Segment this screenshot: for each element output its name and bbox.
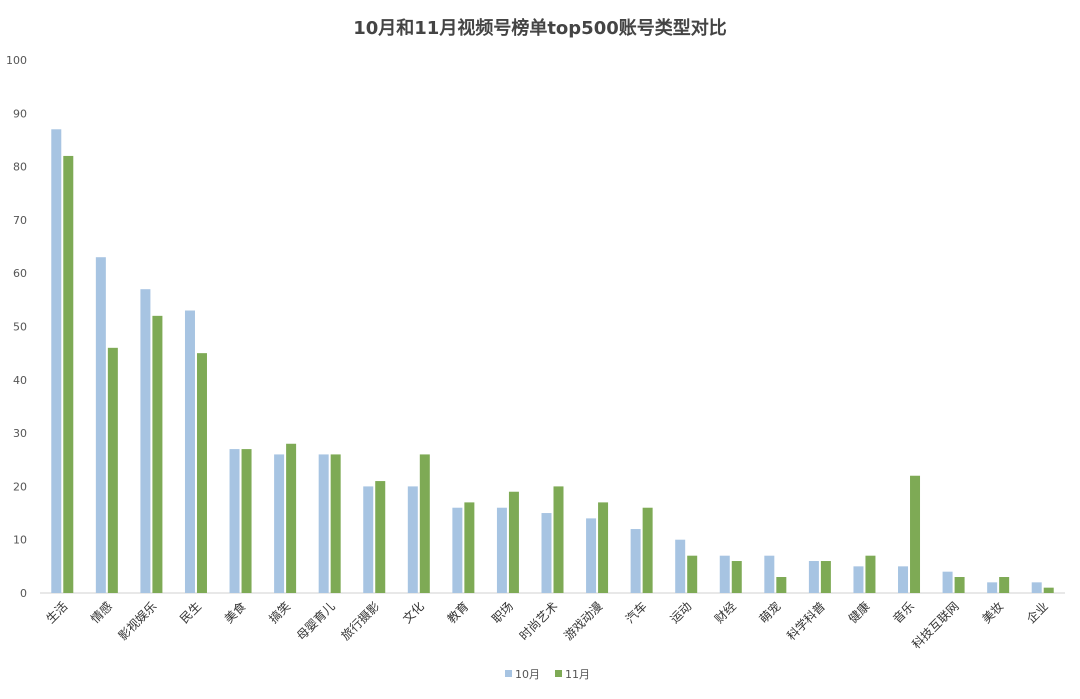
bar-nov-6 — [330, 454, 341, 593]
bar-oct-15 — [719, 555, 730, 593]
x-tick-label: 萌宠 — [756, 599, 784, 627]
bar-nov-8 — [419, 454, 430, 593]
x-tick-label: 音乐 — [890, 599, 918, 627]
legend-swatch-oct — [505, 670, 512, 677]
bar-nov-7 — [375, 481, 386, 593]
bar-oct-19 — [898, 566, 909, 593]
x-tick-label: 生活 — [44, 599, 71, 626]
bar-oct-9 — [452, 507, 463, 593]
bar-oct-11 — [541, 513, 552, 593]
bar-nov-1 — [107, 347, 118, 593]
y-tick-label: 80 — [13, 161, 27, 174]
y-axis-ticks: 0 10 20 30 40 50 60 70 80 90 100 — [6, 54, 27, 600]
y-tick-label: 0 — [20, 587, 27, 600]
legend: 10月 11月 — [505, 668, 590, 681]
bar-oct-12 — [586, 518, 597, 593]
x-axis-labels: 生活 情感 影视娱乐 民生 美食 搞笑 母婴育儿 旅行摄影 文化 教育 职场 时尚艺术 游戏动漫 汽车 运动… — [44, 599, 1051, 652]
bar-nov-13 — [642, 507, 653, 593]
bar-nov-21 — [999, 577, 1010, 593]
bar-oct-20 — [942, 571, 953, 593]
bar-nov-4 — [241, 449, 252, 593]
x-tick-label: 健康 — [845, 599, 873, 627]
x-tick-label: 搞笑 — [266, 599, 294, 627]
x-tick-label: 影视娱乐 — [115, 599, 160, 644]
x-tick-label: 企业 — [1023, 599, 1051, 627]
legend-swatch-nov — [555, 670, 562, 677]
x-tick-label: 时尚艺术 — [517, 599, 561, 643]
bar-nov-14 — [687, 555, 698, 593]
bar-nov-19 — [910, 475, 921, 593]
y-tick-label: 50 — [13, 321, 27, 334]
x-tick-label: 财经 — [712, 599, 739, 626]
bar-nov-17 — [820, 561, 831, 593]
chart-title: 10月和11月视频号榜单top500账号类型对比 — [353, 17, 727, 39]
bar-nov-22 — [1043, 587, 1054, 593]
bar-oct-14 — [675, 539, 686, 593]
bar-nov-15 — [731, 561, 742, 593]
x-tick-label: 科技互联网 — [909, 599, 961, 651]
bar-oct-8 — [407, 486, 418, 593]
bar-oct-16 — [764, 555, 775, 593]
x-tick-label: 旅行摄影 — [338, 599, 383, 644]
x-tick-label: 汽车 — [622, 599, 650, 627]
y-tick-label: 20 — [13, 480, 27, 493]
x-tick-label: 母婴育儿 — [293, 599, 338, 644]
y-tick-label: 90 — [13, 107, 27, 120]
bar-nov-18 — [865, 555, 876, 593]
bar-nov-16 — [776, 577, 787, 593]
bar-oct-7 — [363, 486, 374, 593]
legend-label-oct: 10月 — [515, 668, 540, 681]
bar-nov-2 — [152, 315, 163, 593]
bar-nov-9 — [464, 502, 475, 593]
bar-nov-5 — [286, 443, 297, 593]
x-tick-label: 科学科普 — [783, 599, 828, 644]
x-tick-label: 情感 — [87, 599, 115, 627]
x-tick-label: 民生 — [177, 599, 204, 626]
bar-nov-12 — [598, 502, 609, 593]
bars-group — [51, 129, 1054, 594]
x-tick-label: 游戏动漫 — [561, 599, 605, 643]
x-tick-label: 职场 — [489, 599, 516, 626]
bar-nov-3 — [196, 353, 207, 593]
y-tick-label: 70 — [13, 214, 27, 227]
bar-nov-20 — [954, 577, 965, 593]
x-tick-label: 教育 — [444, 599, 472, 627]
legend-label-nov: 11月 — [565, 668, 590, 681]
x-tick-label: 文化 — [399, 599, 427, 627]
bar-oct-6 — [318, 454, 329, 593]
bar-oct-1 — [95, 257, 106, 593]
bar-nov-11 — [553, 486, 564, 593]
y-tick-label: 40 — [13, 374, 27, 387]
x-tick-label: 美妆 — [979, 599, 1006, 626]
x-tick-label: 运动 — [667, 599, 694, 626]
bar-oct-0 — [51, 129, 62, 594]
bar-nov-0 — [63, 155, 74, 593]
bar-oct-17 — [808, 561, 819, 593]
y-tick-label: 60 — [13, 267, 27, 280]
bar-oct-3 — [184, 310, 195, 593]
bar-oct-10 — [496, 507, 507, 593]
y-tick-label: 10 — [13, 534, 27, 547]
bar-oct-2 — [140, 289, 151, 593]
y-tick-label: 100 — [6, 54, 27, 67]
bar-nov-10 — [508, 491, 519, 593]
bar-oct-4 — [229, 449, 240, 593]
x-tick-label: 美食 — [221, 599, 249, 627]
bar-oct-21 — [987, 582, 998, 593]
bar-oct-13 — [630, 529, 641, 593]
bar-oct-5 — [274, 454, 285, 593]
y-tick-label: 30 — [13, 427, 27, 440]
bar-oct-22 — [1031, 582, 1042, 593]
bar-oct-18 — [853, 566, 864, 593]
